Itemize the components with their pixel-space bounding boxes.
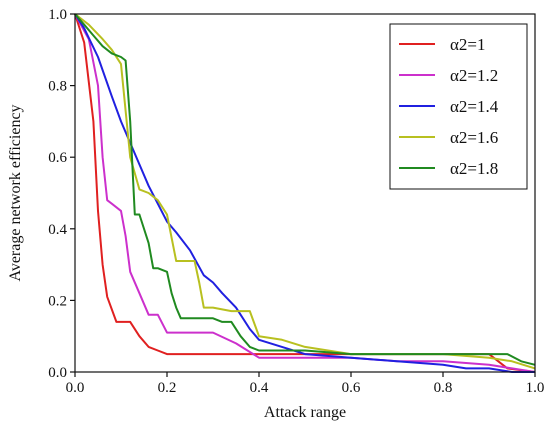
ticks-layer: 0.0 0.2 0.4 0.6 0.8 1.0 0.0 0.2 0.4 0.6 0.8 1.0 [48, 7, 544, 396]
legend-label: α2=1.6 [450, 128, 498, 147]
series-line-3 [74, 13, 535, 373]
legend-label: α2=1.4 [450, 97, 499, 116]
x-axis-title: Attack range [264, 404, 346, 421]
plot-frame [74, 13, 536, 373]
x-tick-label: 0.0 [66, 380, 85, 396]
x-tick-label: 0.8 [434, 380, 453, 396]
y-tick-label: 0.8 [48, 79, 67, 95]
x-tick-label: 0.2 [158, 380, 177, 396]
x-tick-label: 0.6 [342, 380, 361, 396]
legend-label: α2=1 [450, 35, 486, 54]
series-line-5 [74, 13, 536, 366]
x-tick-label: 0.4 [250, 380, 269, 396]
y-tick-label: 1.0 [48, 7, 67, 23]
y-tick-label: 0.6 [48, 150, 67, 166]
legend-label: α2=1.2 [450, 66, 498, 85]
series-layer [74, 13, 536, 373]
y-axis-title: Average network efficiency [7, 104, 24, 281]
legend-label: α2=1.8 [450, 159, 498, 178]
legend: α2=1 α2=1.2 α2=1.4 α2=1.6 α2=1.8 [389, 23, 528, 190]
x-tick-label: 1.0 [526, 380, 545, 396]
y-tick-label: 0.0 [48, 365, 67, 381]
y-tick-label: 0.4 [48, 222, 67, 238]
y-tick-label: 0.2 [48, 293, 67, 309]
